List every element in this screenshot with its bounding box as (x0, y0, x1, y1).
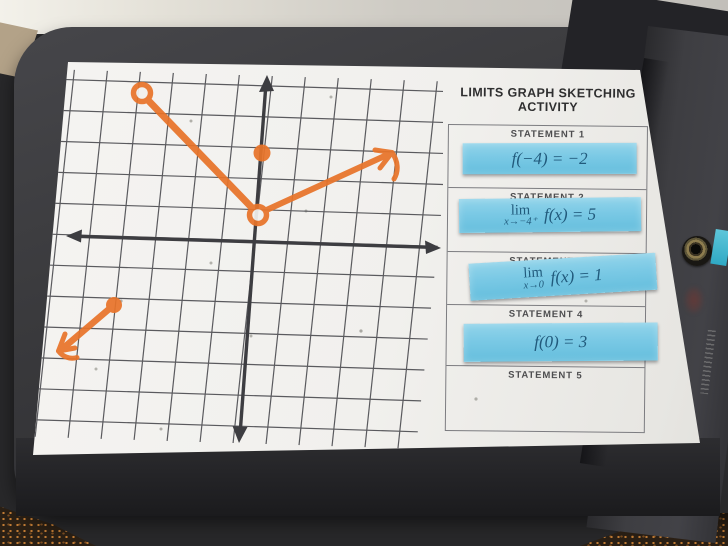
worksheet-title: LIMITS GRAPH SKETCHING ACTIVITY (448, 85, 648, 115)
limits-graph (33, 69, 443, 449)
y-axis-bottom-arrow (232, 426, 248, 443)
card-3-limit-operator: lim x→0 (522, 264, 545, 292)
ray-right-hook (389, 150, 400, 182)
statement-slot-5: STATEMENT 5 (445, 364, 645, 435)
statement-4-label: STATEMENT 4 (508, 308, 584, 321)
answer-card-2[interactable]: lim x→−4⁺ f(x) = 5 (458, 197, 642, 234)
closed-dot-0-3 (253, 144, 271, 162)
lim-subscript: x→0 (523, 278, 545, 292)
open-circle-0-1 (246, 203, 270, 227)
ray-right (257, 151, 392, 216)
ray-left (57, 300, 119, 354)
statement-5-label: STATEMENT 5 (508, 369, 583, 382)
open-circle-neg4-5 (130, 81, 154, 105)
bezel-smudge (685, 287, 703, 313)
title-line-1: LIMITS GRAPH SKETCHING (460, 85, 636, 101)
lim-subscript: x→−4⁺ (504, 216, 538, 228)
card-2-limit-operator: lim x→−4⁺ (504, 201, 538, 228)
y-axis-top-arrow (259, 75, 274, 92)
clipboard-grommet (682, 236, 712, 266)
card-3-expression: f(x) = 1 (550, 264, 604, 287)
card-4-expression: f(0) = 3 (534, 332, 588, 352)
answer-card-1[interactable]: f(−4) = −2 (462, 142, 637, 175)
x-axis-right-arrow (425, 240, 441, 254)
card-2-expression: f(x) = 5 (543, 204, 597, 225)
answer-card-4[interactable]: f(0) = 3 (463, 322, 658, 362)
statement-1-label: STATEMENT 1 (510, 128, 586, 141)
grid-lines (33, 69, 443, 449)
segment-mid (140, 92, 260, 216)
x-axis-left-arrow (66, 229, 82, 243)
function-curve (56, 81, 400, 361)
title-line-2: ACTIVITY (517, 99, 579, 115)
card-1-expression: f(−4) = −2 (511, 148, 588, 168)
statements-panel: STATEMENT 1 STATEMENT 2 STATEMENT 3 STAT… (444, 124, 658, 435)
ray-left-tail (56, 348, 80, 361)
lim-text: lim (510, 201, 531, 218)
closed-dot-neg4-neg2 (106, 297, 122, 313)
